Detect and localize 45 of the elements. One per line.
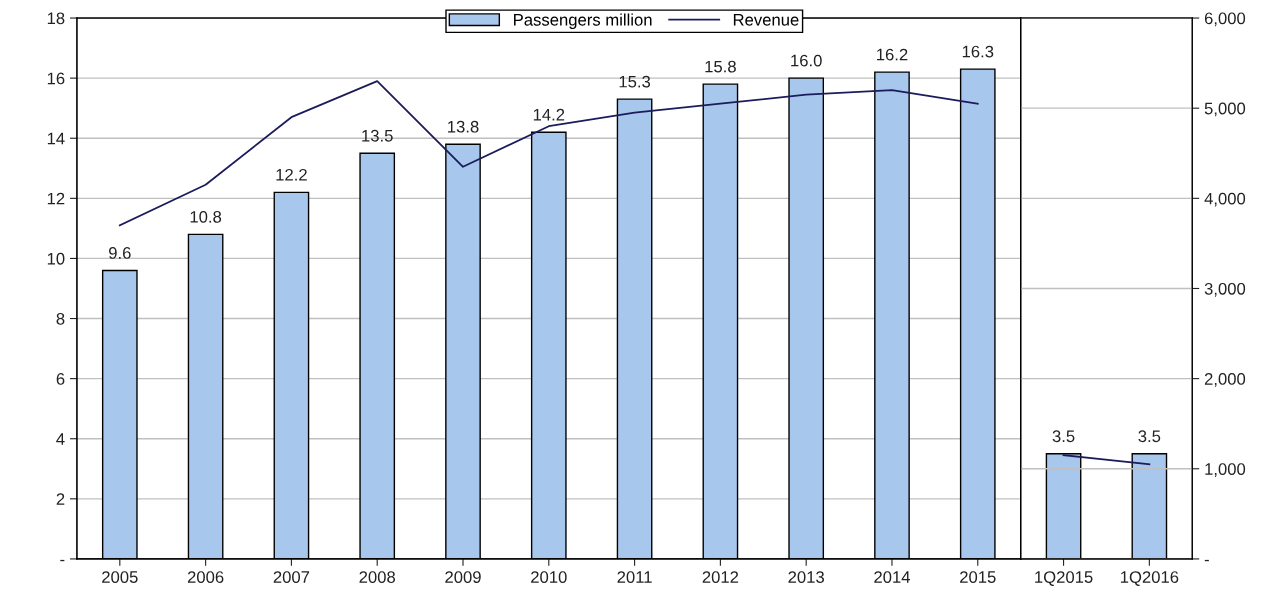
y2-tick-label: 6,000 [1204, 12, 1246, 27]
y2-tick-label: 5,000 [1204, 102, 1246, 117]
data-label: 3.5 [1138, 430, 1161, 443]
legend-label: Passengers million [514, 13, 652, 30]
data-label: 9.6 [109, 247, 131, 259]
y2-tick-label: 2,000 [1204, 373, 1246, 387]
data-label: 15.8 [705, 60, 736, 73]
x-tick-label: 1Q2015 [1035, 571, 1093, 586]
y-tick-label: 12 [47, 192, 65, 205]
data-label: 15.3 [619, 75, 651, 88]
legend-label: Revenue [733, 14, 799, 26]
y-tick-label: - [60, 559, 65, 562]
x-tick-label: 2005 [102, 571, 138, 583]
data-label: 13.5 [362, 129, 393, 142]
y2-tick-label: 4,000 [1204, 192, 1246, 207]
data-label: 10.8 [190, 210, 222, 223]
x-tick-label: 2009 [445, 571, 481, 583]
data-label: 16.3 [962, 45, 994, 58]
x-tick-label: 1Q2016 [1120, 571, 1179, 586]
x-tick-label: 2010 [531, 571, 567, 583]
x-tick-label: 2014 [874, 571, 911, 583]
y2-tick-label: - [1204, 559, 1209, 562]
x-tick-label: 2008 [359, 571, 396, 583]
x-tick-label: 2015 [960, 571, 996, 583]
y2-tick-label: 1,000 [1205, 463, 1246, 477]
data-label: 16.0 [791, 54, 822, 67]
data-label: 16.2 [877, 48, 908, 61]
y-tick-label: 14 [47, 132, 65, 145]
x-tick-label: 2013 [788, 571, 824, 583]
x-tick-label: 2012 [702, 571, 739, 583]
y2-tick-label: 3,000 [1204, 282, 1246, 297]
y-tick-label: 10 [47, 252, 65, 265]
data-label: 12.2 [276, 168, 307, 181]
x-tick-label: 2011 [617, 571, 652, 583]
y-tick-label: 8 [56, 312, 65, 325]
data-label: 13.8 [448, 120, 479, 133]
data-label: 3.5 [1052, 430, 1075, 443]
y-tick-label: 18 [47, 12, 65, 25]
data-label: 14.2 [533, 108, 565, 121]
y-tick-label: 6 [56, 373, 65, 385]
y-tick-label: 4 [56, 433, 65, 445]
x-tick-label: 2007 [273, 571, 310, 583]
y-tick-label: 16 [47, 72, 65, 85]
y-tick-label: 2 [56, 493, 65, 505]
x-tick-label: 2006 [187, 571, 224, 583]
